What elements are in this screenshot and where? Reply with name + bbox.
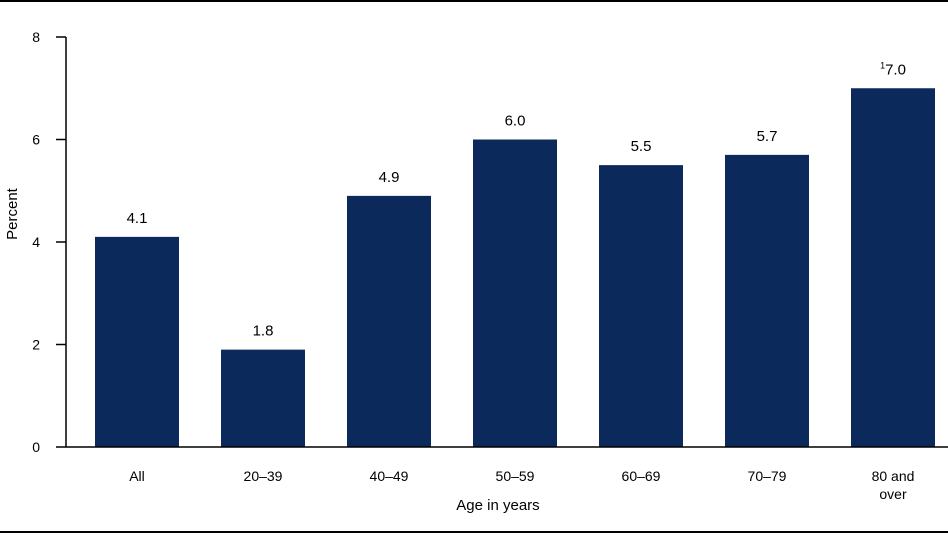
- x-tick-label: All: [129, 468, 145, 484]
- bar: [599, 165, 683, 447]
- footnote-marker: 1: [880, 60, 885, 70]
- x-tick-label: 50–59: [496, 468, 535, 484]
- y-tick-label: 0: [32, 439, 40, 455]
- x-tick-label: 60–69: [622, 468, 661, 484]
- x-axis-title: Age in years: [456, 497, 539, 514]
- bar-value-label: 6.0: [505, 113, 526, 130]
- x-tick-label: 70–79: [748, 468, 787, 484]
- bar-value-label: 4.1: [127, 210, 148, 227]
- bar-value-label: 5.5: [631, 138, 652, 155]
- y-tick-label: 8: [32, 29, 40, 45]
- bar-value-label: 17.0: [880, 60, 906, 78]
- y-axis-title: Percent: [4, 187, 21, 240]
- x-axis: All 20–39 40–49 50–59 60–69 70–79 80 and over: [66, 446, 948, 502]
- bar: [473, 139, 557, 447]
- bars: 4.1 1.8 4.9 6.0 5.5 5.7 17.0: [95, 60, 935, 447]
- y-tick-label: 6: [32, 132, 40, 148]
- x-tick-label: 40–49: [370, 468, 409, 484]
- x-tick-label: 80 and: [872, 468, 915, 484]
- bar-value-label: 4.9: [379, 169, 400, 186]
- y-axis: 0 2 4 6 8: [32, 29, 67, 455]
- y-tick-label: 2: [32, 337, 40, 353]
- bar-value-label: 5.7: [757, 128, 778, 145]
- bar: [221, 349, 305, 447]
- bar: [851, 88, 935, 447]
- y-tick-label: 4: [32, 234, 40, 250]
- bar: [725, 154, 809, 447]
- bar-value-label: 1.8: [253, 323, 274, 340]
- x-tick-label: 20–39: [244, 468, 283, 484]
- x-tick-label: over: [879, 486, 907, 502]
- bar: [95, 236, 179, 447]
- bar: [347, 195, 431, 447]
